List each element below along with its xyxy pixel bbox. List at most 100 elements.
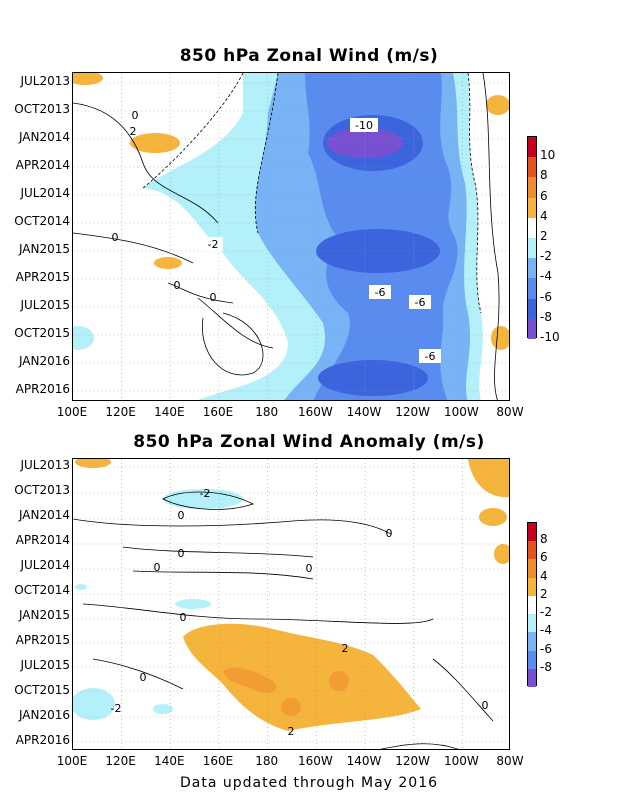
grid-bottom — [73, 459, 509, 749]
colorbar-label: 4 — [540, 568, 548, 583]
core-neg8-b — [316, 229, 440, 273]
x-tick-label: 100E — [56, 405, 88, 419]
y-tick-label: JUL2013 — [20, 74, 70, 88]
x-tick-label: 100W — [443, 405, 479, 419]
y-tick-label: JAN2014 — [18, 130, 70, 144]
y-tick-label: APR2015 — [15, 270, 70, 284]
colorbar-swatch — [528, 523, 536, 542]
y-tick-label: JUL2014 — [20, 186, 70, 200]
colorbar-swatch — [528, 650, 536, 669]
colorbar-swatch — [528, 614, 536, 633]
x-tick-label: 100W — [443, 754, 479, 768]
contour-label: 0 — [180, 611, 187, 624]
contour-label: 0 — [178, 547, 185, 560]
colorbar-swatch — [528, 541, 536, 560]
x-tick-label: 160E — [202, 405, 234, 419]
colorbar-label: -8 — [540, 659, 552, 674]
x-tick-label: 120W — [395, 754, 431, 768]
x-tick-label: 120E — [105, 754, 136, 768]
anomaly-pos-right-1 — [468, 459, 509, 498]
x-tick-label: 80W — [496, 754, 524, 768]
wind-field-map-top: -10 -6 -6 -6 -2 0 0 0 0 2 — [73, 73, 509, 400]
anomaly-neg-3 — [175, 599, 211, 609]
colorbar-label: -10 — [540, 330, 560, 344]
y-tick-label: OCT2014 — [14, 583, 70, 597]
y-tick-label: JAN2014 — [18, 508, 70, 522]
x-tick-label: 140E — [154, 405, 185, 419]
pos-patch-4 — [486, 95, 509, 115]
colorbar-bottom — [527, 522, 537, 687]
colorbar-label: 8 — [540, 168, 548, 183]
y-tick-label: OCT2015 — [14, 683, 70, 697]
colorbar-label: -2 — [540, 249, 552, 264]
y-tick-label: APR2014 — [15, 158, 70, 172]
pos-patch-3 — [73, 73, 103, 85]
colorbar-swatch — [528, 137, 536, 158]
contour-label: 0 — [306, 562, 313, 575]
colorbar-label: -6 — [540, 289, 552, 304]
anomaly-pos-core-2 — [329, 671, 349, 691]
anomaly-pos-right-3 — [494, 544, 509, 564]
contour-label: -2 — [208, 238, 219, 251]
x-tick-label: 100E — [56, 754, 88, 768]
colorbar-swatch — [528, 632, 536, 651]
colorbar-label: 6 — [540, 550, 548, 565]
plot-area-top: -10 -6 -6 -6 -2 0 0 0 0 2 — [72, 72, 510, 401]
colorbar-swatch — [528, 197, 536, 218]
y-tick-label: APR2016 — [15, 733, 70, 747]
contour-label: -2 — [200, 487, 211, 500]
neg-patch-left — [73, 326, 94, 350]
contour-label: 0 — [482, 699, 489, 712]
anomaly-pos-topleft — [75, 459, 111, 468]
y-tick-label: APR2015 — [15, 633, 70, 647]
anomaly-pos-core-1 — [223, 667, 277, 693]
colorbar-swatch — [528, 559, 536, 578]
contour-label: -6 — [375, 286, 386, 299]
colorbar-label: 8 — [540, 532, 548, 547]
contour-label: -6 — [425, 350, 436, 363]
colorbar-swatch — [528, 238, 536, 259]
colorbar-swatch — [528, 177, 536, 198]
anomaly-pos-main — [183, 623, 421, 731]
colorbar-label: -2 — [540, 605, 552, 620]
y-tick-label: JAN2016 — [18, 708, 70, 722]
contour-label: 2 — [288, 725, 295, 738]
wind-anomaly-map-bottom: -2 -2 0 0 0 0 0 0 0 0 2 2 — [73, 459, 509, 749]
contour-label: -6 — [415, 296, 426, 309]
x-tick-label: 120W — [395, 405, 431, 419]
colorbar-label: 2 — [540, 229, 548, 243]
contour-label: 0 — [210, 291, 217, 304]
pos-patch-1 — [130, 133, 180, 153]
contour-label: 0 — [154, 561, 161, 574]
colorbar-label: -8 — [540, 309, 552, 324]
chart-title-bottom: 850 hPa Zonal Wind Anomaly (m/s) — [133, 432, 485, 452]
y-tick-label: JAN2016 — [18, 354, 70, 368]
contour-label: 0 — [132, 109, 139, 122]
contour-label: 0 — [174, 279, 181, 292]
y-tick-label: JAN2015 — [18, 608, 70, 622]
anomaly-pos-core-3 — [281, 698, 301, 716]
pos-patch-5 — [491, 326, 509, 350]
chart-title-top: 850 hPa Zonal Wind (m/s) — [179, 46, 439, 66]
footer-note: Data updated through May 2016 — [179, 775, 439, 791]
y-tick-label: APR2014 — [15, 533, 70, 547]
colorbar-swatch — [528, 258, 536, 279]
colorbar-label: 10 — [540, 148, 556, 163]
contour-label: 0 — [386, 527, 393, 540]
y-tick-label: OCT2014 — [14, 214, 70, 228]
colorbar-swatch — [528, 157, 536, 178]
plot-area-bottom: -2 -2 0 0 0 0 0 0 0 0 2 2 — [72, 458, 510, 750]
y-tick-label: OCT2013 — [14, 102, 70, 116]
colorbar-label: -6 — [540, 641, 552, 656]
anomaly-neg-2 — [73, 688, 115, 720]
colorbar-swatch — [528, 278, 536, 299]
x-tick-label: 160W — [297, 754, 333, 768]
x-tick-label: 120E — [105, 405, 136, 419]
contour-label: -10 — [355, 119, 373, 132]
core-neg8-c — [318, 360, 428, 396]
contour-label: 0 — [178, 509, 185, 522]
colorbar-label: -4 — [540, 269, 552, 284]
y-tick-label: OCT2015 — [14, 326, 70, 340]
colorbar-swatch — [528, 298, 536, 319]
y-tick-label: JUL2013 — [20, 458, 70, 472]
